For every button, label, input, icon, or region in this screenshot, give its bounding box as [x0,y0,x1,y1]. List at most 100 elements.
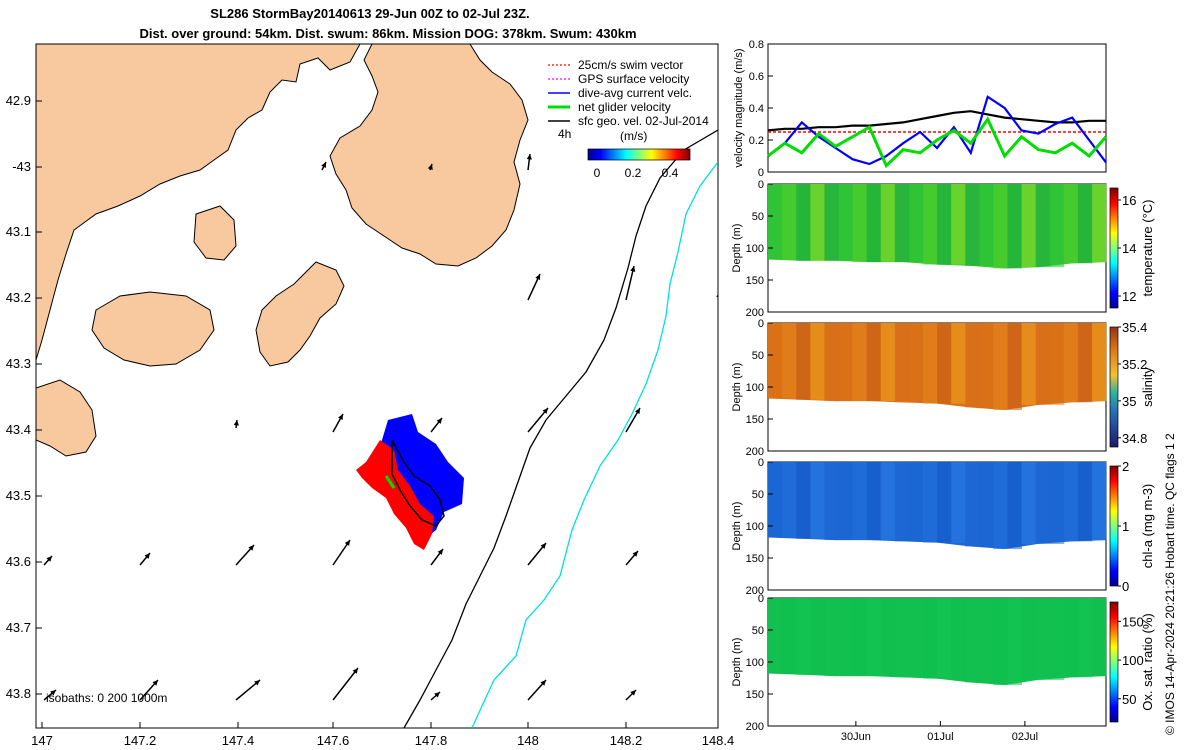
map-x-tick-label: 147.2 [124,733,157,748]
section-strip [993,462,1008,550]
velocity-arrowhead [233,420,239,426]
map-y-tick-label: 43.4 [6,422,31,437]
section-strip [866,598,882,677]
section-y-tick-label: 150 [746,275,764,287]
section-strip [1063,184,1079,264]
velocity-arrowhead [540,543,546,549]
map-y-tick-label: 43.7 [6,620,31,635]
section-strip [908,184,924,263]
velocity-arrowhead [254,680,260,686]
section-colorbar-label: chl-a (mg m-3) [1140,484,1155,569]
section-strip [951,598,966,679]
velocity-arrowhead [344,540,350,546]
section-strip [1035,323,1051,405]
velocity-arrowhead [50,690,56,696]
section-strip [810,323,825,400]
section-y-label: Depth (m) [731,363,743,412]
velocity-arrowhead [321,162,326,168]
section-strip [782,323,797,399]
section-colorbar-label: salinity [1140,367,1155,407]
section-strip [922,323,938,404]
map-x-tick-label: 147 [31,733,53,748]
section-strip [922,598,938,679]
map-x-tick-label: 147.4 [222,733,255,748]
section-y-tick-label: 150 [746,414,764,426]
figure-title: SL286 StormBay20140613 29-Jun 00Z to 02-… [210,6,530,21]
section-strip [937,598,952,679]
legend-sfc: sfc geo. vel. 02-Jul-2014 [578,114,709,128]
section-strip [796,598,811,675]
isobath-200m [471,161,718,728]
section-colorbar-tick-label: 1 [1122,519,1129,534]
section-strip [782,598,797,674]
section-strip [852,598,868,677]
map-colorbar-title: (m/s) [620,129,647,143]
credit-text: © IMOS 14-Apr-2024 20:21:26 Hobart time.… [1163,433,1177,735]
velocity-arrowhead [635,408,640,414]
section-strip [1035,462,1051,544]
section-strip [866,462,882,541]
section-strip [838,462,853,541]
velocity-arrowhead [427,164,433,170]
section-y-tick-label: 200 [746,721,764,733]
section-strip [937,323,952,404]
section-strip [1035,184,1051,268]
land-coastline [36,44,529,457]
section-colorbar-label: temperature (°C) [1140,200,1155,297]
time-step-label: 4h [558,127,571,141]
section-strip [1091,323,1107,402]
section-y-tick-label: 50 [752,625,764,637]
map-y-tick-label: 43.1 [6,224,31,239]
section-strip [1049,323,1065,405]
section-strip [894,323,910,403]
section-strip [937,184,952,265]
section-strip [1091,598,1107,677]
map-y-tick-label: 43.3 [6,356,31,371]
velocity-y-tick-label: 0.2 [749,135,764,147]
section-strip [880,598,896,677]
glider-track-vectors [356,414,464,550]
section-y-label: Depth (m) [731,224,743,273]
section-strip [951,462,966,543]
section-strip [922,462,938,543]
section-strip [796,184,811,261]
section-colorbar [1109,465,1119,587]
section-y-tick-label: 50 [752,350,764,362]
section-strip [937,462,952,543]
section-panel: 0 50 100 150 200 Depth (m) 12 14 16 temperature (… [731,179,1155,319]
section-strip [1077,184,1093,264]
sfc-velocity-arrows [43,153,718,701]
section-strip [824,184,839,261]
section-x-tick-label: 02Jul [1012,731,1038,743]
section-strip [979,598,994,683]
section-strip [852,184,868,263]
section-strip [768,598,783,674]
section-y-tick-label: 50 [752,211,764,223]
section-strip [880,462,896,541]
map-colorbar [587,148,691,161]
section-y-tick-label: 0 [758,593,764,605]
map-y-tick-label: 43.8 [6,686,31,701]
section-strip [1063,598,1079,678]
velocity-arrowhead [434,692,440,698]
section-strip [894,184,910,263]
section-strip [782,184,797,260]
section-colorbar-label: Ox. sat. ratio (%) [1140,613,1155,711]
section-x-tick-label: 30Jun [841,731,871,743]
velocity-y-label: velocity magnitude (m/s) [733,48,745,167]
map-x-tick-label: 148 [517,733,539,748]
section-colorbar [1109,187,1119,309]
section-strip [965,323,980,408]
section-strip [1049,184,1065,268]
section-strip [796,462,811,539]
map-colorbar-tick: 0 [594,166,601,180]
section-strip [951,323,966,404]
velocity-arrowhead [152,680,158,686]
map-y-tick-label: 43.6 [6,554,31,569]
section-y-tick-label: 200 [746,585,764,597]
section-strip [908,323,924,403]
isobath-label: isobaths: 0 200 1000m [46,691,167,705]
section-strip [1007,184,1022,269]
